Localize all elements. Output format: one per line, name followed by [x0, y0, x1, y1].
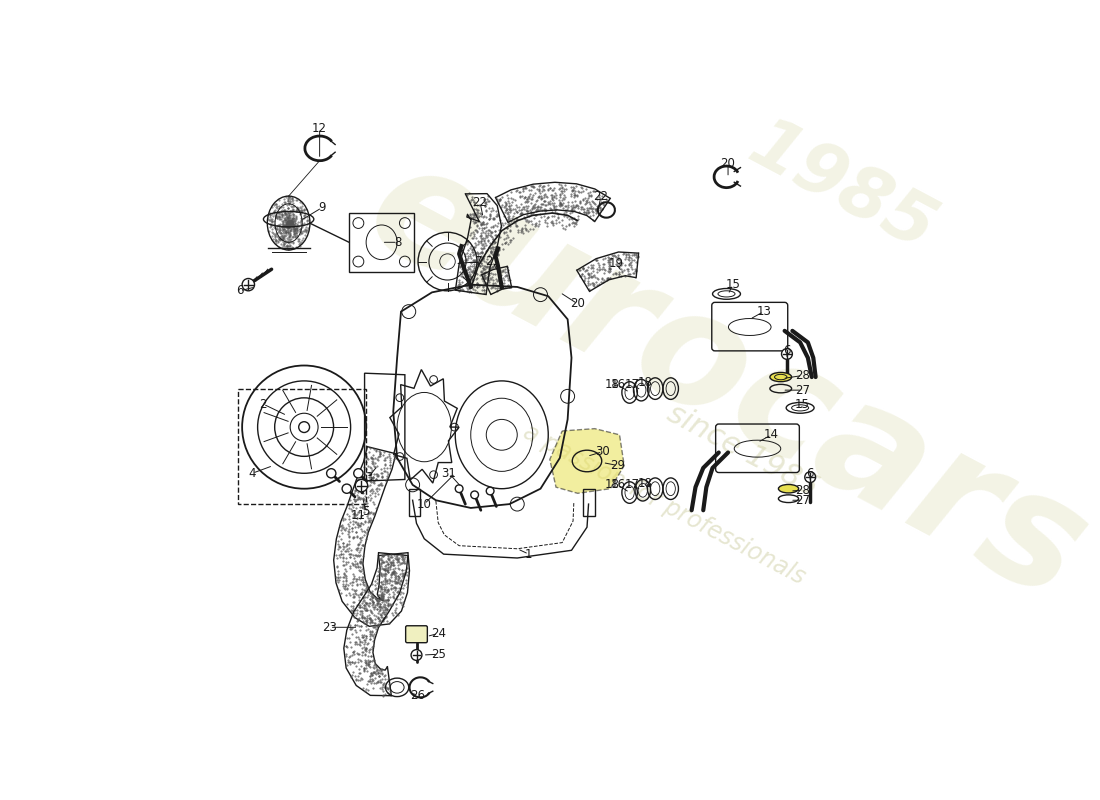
- Text: 5: 5: [362, 506, 370, 518]
- Circle shape: [354, 469, 363, 478]
- Text: 17: 17: [625, 378, 639, 391]
- Text: 10: 10: [417, 498, 431, 510]
- Text: 29: 29: [610, 459, 626, 472]
- Text: 30: 30: [595, 446, 609, 458]
- Text: eurocars: eurocars: [343, 128, 1100, 634]
- Text: 16: 16: [610, 478, 626, 491]
- Circle shape: [411, 650, 422, 661]
- Text: 25: 25: [431, 648, 446, 661]
- Circle shape: [327, 469, 336, 478]
- Circle shape: [486, 487, 494, 495]
- Circle shape: [342, 484, 351, 494]
- Text: 13: 13: [757, 305, 771, 318]
- Text: 18: 18: [604, 478, 619, 491]
- Text: 20: 20: [720, 158, 736, 170]
- Text: 15: 15: [725, 278, 740, 291]
- Text: 27: 27: [795, 384, 810, 397]
- Polygon shape: [550, 429, 624, 494]
- Text: 3: 3: [365, 470, 372, 484]
- Text: 1985: 1985: [738, 110, 948, 266]
- Text: 18: 18: [638, 376, 652, 389]
- Text: 7: 7: [475, 255, 482, 268]
- Ellipse shape: [779, 485, 799, 493]
- Text: 6: 6: [236, 284, 243, 298]
- Text: 26: 26: [410, 689, 426, 702]
- Circle shape: [355, 479, 367, 492]
- Text: 4: 4: [249, 467, 256, 480]
- Text: 31: 31: [441, 467, 456, 480]
- Text: 8: 8: [394, 236, 402, 249]
- Text: 18: 18: [638, 477, 652, 490]
- Circle shape: [455, 485, 463, 493]
- Text: 9: 9: [318, 201, 326, 214]
- Text: 21: 21: [485, 255, 499, 268]
- Text: 11: 11: [351, 509, 366, 522]
- Circle shape: [471, 491, 478, 498]
- Text: 23: 23: [322, 621, 337, 634]
- Text: 17: 17: [625, 478, 639, 491]
- Circle shape: [242, 278, 254, 291]
- Text: 6: 6: [783, 344, 791, 357]
- Text: 14: 14: [763, 428, 779, 442]
- Text: a passion for professionals: a passion for professionals: [519, 419, 810, 589]
- Text: 28: 28: [795, 484, 810, 497]
- FancyBboxPatch shape: [406, 626, 427, 642]
- Text: 1: 1: [525, 548, 532, 561]
- Circle shape: [781, 349, 792, 359]
- Text: 12: 12: [312, 122, 327, 135]
- Text: 24: 24: [431, 627, 446, 640]
- Text: 2: 2: [260, 398, 267, 410]
- Text: 18: 18: [604, 378, 619, 391]
- Text: since 1985: since 1985: [662, 398, 823, 502]
- Circle shape: [805, 472, 815, 482]
- Text: 22: 22: [594, 190, 608, 202]
- Text: 16: 16: [610, 378, 626, 391]
- Circle shape: [299, 422, 309, 433]
- Text: 27: 27: [795, 494, 810, 506]
- Text: 6: 6: [806, 467, 814, 480]
- Text: 19: 19: [609, 258, 624, 270]
- Text: 22: 22: [473, 196, 487, 209]
- Ellipse shape: [770, 373, 792, 382]
- Text: 28: 28: [795, 369, 810, 382]
- Text: 20: 20: [570, 298, 585, 310]
- Text: 15: 15: [795, 398, 810, 410]
